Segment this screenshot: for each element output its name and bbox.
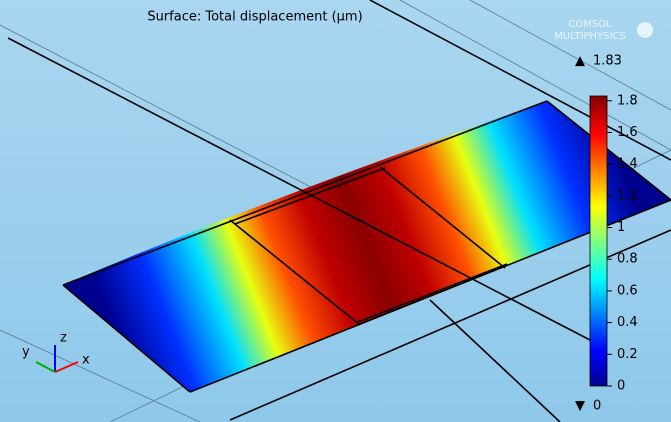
max-label: 1.83 bbox=[593, 54, 622, 69]
tick-label: 1 bbox=[617, 220, 625, 235]
tick-label: 0.8 bbox=[617, 252, 638, 267]
tick-label: 1.4 bbox=[617, 157, 638, 172]
axis-z: z bbox=[60, 331, 67, 346]
tick-label: 0.6 bbox=[617, 283, 638, 298]
plot-title: Surface: Total displacement (μm) bbox=[147, 10, 362, 25]
logo-icon bbox=[637, 22, 653, 38]
axes-triad: z x y bbox=[22, 331, 90, 373]
min-marker: ▼ bbox=[575, 399, 585, 414]
tick-label: 1.6 bbox=[617, 125, 638, 140]
logo-line1: COMSOL bbox=[568, 19, 612, 30]
tick-label: 1.2 bbox=[617, 188, 638, 203]
max-marker: ▲ bbox=[575, 54, 585, 69]
tick-label: 0.4 bbox=[617, 315, 638, 330]
color-bar bbox=[589, 95, 608, 387]
logo-line2: MULTIPHYSICS bbox=[554, 31, 625, 42]
axis-y: y bbox=[22, 345, 30, 360]
min-label: 0 bbox=[593, 399, 601, 414]
tick-label: 0 bbox=[617, 379, 625, 394]
surface bbox=[63, 101, 671, 392]
tick-label: 0.2 bbox=[617, 347, 638, 362]
tick-label: 1.8 bbox=[617, 93, 638, 108]
axis-x: x bbox=[82, 353, 90, 368]
